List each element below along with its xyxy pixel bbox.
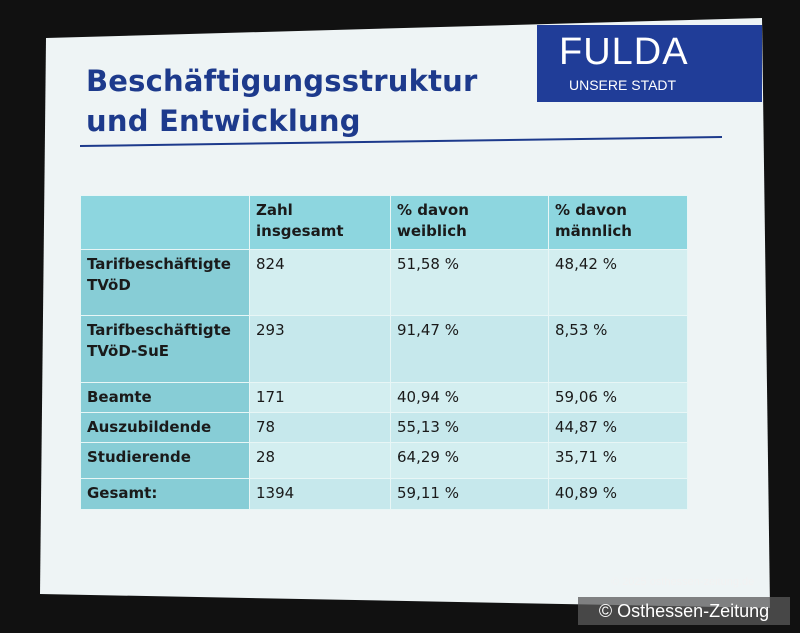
table-row: Gesamt: 1394 59,11 % 40,89 % [80, 478, 688, 510]
table-row: Auszubildende 78 55,13 % 44,87 % [80, 412, 688, 443]
cell: 51,58 % [390, 249, 549, 316]
cell: 64,29 % [390, 442, 549, 479]
cell: 28 [249, 442, 391, 479]
logo: FULDA UNSERE STADT [537, 25, 762, 102]
title-rule [79, 136, 723, 147]
row-label: Tarifbeschäftigte TVöD-SuE [80, 315, 250, 383]
table: Zahl insgesamt% davon weiblich% davon mä… [80, 195, 688, 510]
table-row: Studierende 28 64,29 % 35,71 % [80, 442, 688, 479]
row-label: Gesamt: [80, 478, 250, 510]
watermark-copyright: © 2025 osthessen-zeitung.de [611, 576, 755, 588]
title-line: und Entwicklung [86, 104, 361, 138]
cell: 48,42 % [548, 249, 688, 316]
row-label: Auszubildende [80, 412, 250, 443]
title-line: Beschäftigungsstruktur [86, 64, 478, 98]
cell: 8,53 % [548, 315, 688, 383]
cell: 171 [249, 382, 391, 413]
column-header: % davon weiblich [390, 195, 549, 250]
cell: 1394 [249, 478, 391, 510]
table-row: Tarifbeschäftigte TVöD 824 51,58 % 48,42 % [80, 249, 688, 316]
row-label: Beamte [80, 382, 250, 413]
cell: 293 [249, 315, 391, 383]
header-row: Zahl insgesamt% davon weiblich% davon mä… [80, 195, 688, 250]
cell: 35,71 % [548, 442, 688, 479]
cell: 59,06 % [548, 382, 688, 413]
cell: 91,47 % [390, 315, 549, 383]
column-header: Zahl insgesamt [249, 195, 391, 250]
cell: 55,13 % [390, 412, 549, 443]
column-header [80, 195, 250, 250]
watermark-brand: © Osthessen-Zeitung [578, 597, 790, 625]
table-row: Beamte 171 40,94 % 59,06 % [80, 382, 688, 413]
row-label: Studierende [80, 442, 250, 479]
cell: 40,94 % [390, 382, 549, 413]
cell: 78 [249, 412, 391, 443]
logo-tagline: UNSERE STADT [569, 77, 677, 93]
logo-name: FULDA [559, 31, 689, 73]
cell: 44,87 % [548, 412, 688, 443]
row-label: Tarifbeschäftigte TVöD [80, 249, 250, 316]
cell: 40,89 % [548, 478, 688, 510]
cell: 59,11 % [390, 478, 549, 510]
cell: 824 [249, 249, 391, 316]
column-header: % davon männlich [548, 195, 688, 250]
table-row: Tarifbeschäftigte TVöD-SuE 293 91,47 % 8,53… [80, 315, 688, 383]
